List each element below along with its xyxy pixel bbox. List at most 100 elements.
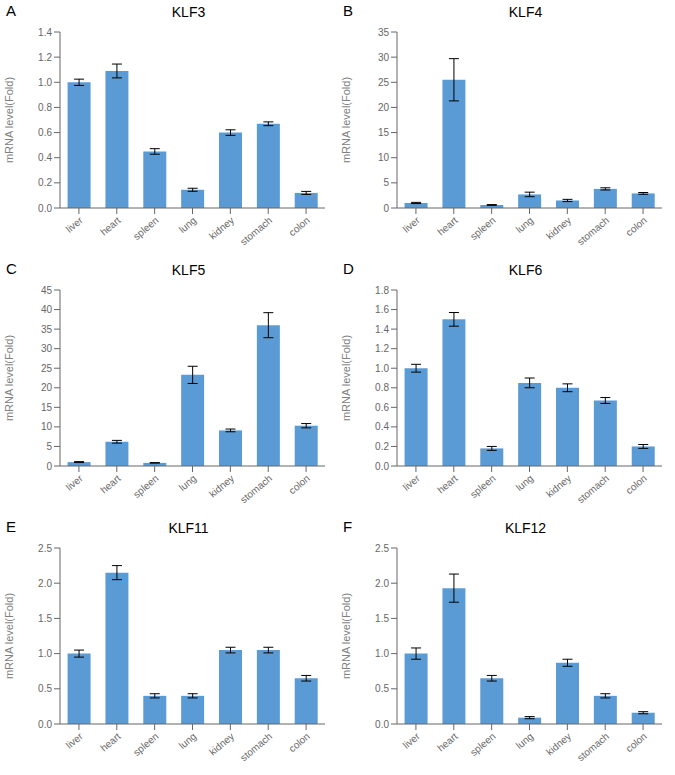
svg-text:0.8: 0.8 — [38, 102, 52, 113]
svg-text:heart: heart — [435, 472, 460, 495]
svg-text:10: 10 — [378, 152, 390, 163]
svg-text:25: 25 — [378, 77, 390, 88]
svg-text:0: 0 — [46, 461, 52, 472]
svg-text:kidney: kidney — [207, 215, 236, 242]
svg-text:1.4: 1.4 — [375, 324, 389, 335]
svg-text:1.0: 1.0 — [375, 648, 389, 659]
svg-text:20: 20 — [378, 102, 390, 113]
svg-text:heart: heart — [435, 214, 460, 237]
svg-text:35: 35 — [41, 324, 53, 335]
svg-text:lung: lung — [514, 731, 536, 752]
html-text:KLF6: KLF6 — [508, 262, 543, 278]
svg-text:40: 40 — [41, 304, 53, 315]
svg-text:45: 45 — [41, 285, 53, 296]
svg-text:0.5: 0.5 — [38, 683, 52, 694]
html-text:KLF5: KLF5 — [171, 262, 206, 278]
svg-text:0.5: 0.5 — [375, 683, 389, 694]
svg-text:stomach: stomach — [238, 473, 274, 506]
svg-text:spleen: spleen — [468, 215, 498, 242]
svg-text:1.2: 1.2 — [38, 52, 52, 63]
svg-text:spleen: spleen — [131, 731, 161, 758]
svg-text:kidney: kidney — [544, 215, 573, 242]
svg-text:15: 15 — [378, 127, 390, 138]
svg-text:heart: heart — [98, 730, 123, 753]
svg-text:1.0: 1.0 — [375, 363, 389, 374]
svg-text:stomach: stomach — [575, 731, 611, 764]
svg-text:15: 15 — [41, 402, 53, 413]
svg-text:mRNA level(Fold): mRNA level(Fold) — [8, 335, 15, 421]
svg-text:0: 0 — [383, 203, 389, 214]
svg-text:1.2: 1.2 — [375, 343, 389, 354]
svg-text:5: 5 — [383, 177, 389, 188]
svg-text:30: 30 — [41, 343, 53, 354]
svg-text:spleen: spleen — [468, 731, 498, 758]
svg-text:0.6: 0.6 — [38, 127, 52, 138]
svg-text:1.4: 1.4 — [38, 27, 52, 38]
svg-text:spleen: spleen — [131, 473, 161, 500]
svg-text:0.0: 0.0 — [375, 461, 389, 472]
svg-text:liver: liver — [401, 214, 423, 235]
svg-text:lung: lung — [514, 473, 536, 494]
svg-text:kidney: kidney — [207, 731, 236, 758]
svg-text:2.0: 2.0 — [38, 578, 52, 589]
svg-text:heart: heart — [98, 214, 123, 237]
svg-text:35: 35 — [378, 27, 390, 38]
svg-text:heart: heart — [98, 472, 123, 495]
svg-text:2.5: 2.5 — [375, 543, 389, 554]
svg-text:stomach: stomach — [238, 731, 274, 764]
svg-text:10: 10 — [41, 421, 53, 432]
svg-text:liver: liver — [64, 472, 86, 493]
svg-text:liver: liver — [401, 730, 423, 751]
svg-text:mRNA level(Fold): mRNA level(Fold) — [8, 593, 15, 679]
svg-text:0.8: 0.8 — [375, 382, 389, 393]
svg-text:colon: colon — [624, 215, 649, 239]
svg-text:mRNA level(Fold): mRNA level(Fold) — [340, 335, 352, 421]
html-text:KLF3: KLF3 — [171, 4, 206, 20]
svg-text:kidney: kidney — [544, 731, 573, 758]
svg-text:0.6: 0.6 — [375, 402, 389, 413]
svg-text:mRNA level(Fold): mRNA level(Fold) — [340, 593, 352, 679]
svg-text:spleen: spleen — [131, 215, 161, 242]
svg-text:colon: colon — [287, 215, 312, 239]
svg-text:25: 25 — [41, 363, 53, 374]
svg-text:0.0: 0.0 — [375, 719, 389, 730]
svg-text:1.8: 1.8 — [375, 285, 389, 296]
svg-text:0.2: 0.2 — [38, 177, 52, 188]
svg-text:liver: liver — [64, 730, 86, 751]
svg-text:1.0: 1.0 — [38, 648, 52, 659]
svg-text:kidney: kidney — [544, 473, 573, 500]
svg-text:lung: lung — [177, 731, 199, 752]
svg-text:1.5: 1.5 — [38, 613, 52, 624]
svg-text:1.6: 1.6 — [375, 304, 389, 315]
svg-text:30: 30 — [378, 52, 390, 63]
svg-text:colon: colon — [624, 731, 649, 755]
svg-text:spleen: spleen — [468, 473, 498, 500]
svg-text:lung: lung — [177, 215, 199, 236]
svg-text:0.2: 0.2 — [375, 441, 389, 452]
svg-text:0.0: 0.0 — [38, 203, 52, 214]
svg-text:2.5: 2.5 — [38, 543, 52, 554]
svg-text:colon: colon — [624, 473, 649, 497]
svg-text:0.4: 0.4 — [38, 152, 52, 163]
svg-text:colon: colon — [287, 731, 312, 755]
svg-text:mRNA level(Fold): mRNA level(Fold) — [340, 77, 352, 163]
svg-text:0.0: 0.0 — [38, 719, 52, 730]
svg-text:lung: lung — [514, 215, 536, 236]
svg-text:0.4: 0.4 — [375, 421, 389, 432]
svg-text:stomach: stomach — [575, 473, 611, 506]
svg-text:lung: lung — [177, 473, 199, 494]
html-text:KLF4: KLF4 — [508, 4, 543, 20]
svg-text:liver: liver — [64, 214, 86, 235]
svg-text:1.5: 1.5 — [375, 613, 389, 624]
svg-text:kidney: kidney — [207, 473, 236, 500]
svg-text:heart: heart — [435, 730, 460, 753]
svg-text:mRNA level(Fold): mRNA level(Fold) — [8, 77, 15, 163]
svg-text:stomach: stomach — [238, 215, 274, 248]
svg-text:colon: colon — [287, 473, 312, 497]
svg-text:liver: liver — [401, 472, 423, 493]
svg-text:1.0: 1.0 — [38, 77, 52, 88]
svg-text:stomach: stomach — [575, 215, 611, 248]
svg-text:2.0: 2.0 — [375, 578, 389, 589]
svg-text:5: 5 — [46, 441, 52, 452]
svg-text:20: 20 — [41, 382, 53, 393]
